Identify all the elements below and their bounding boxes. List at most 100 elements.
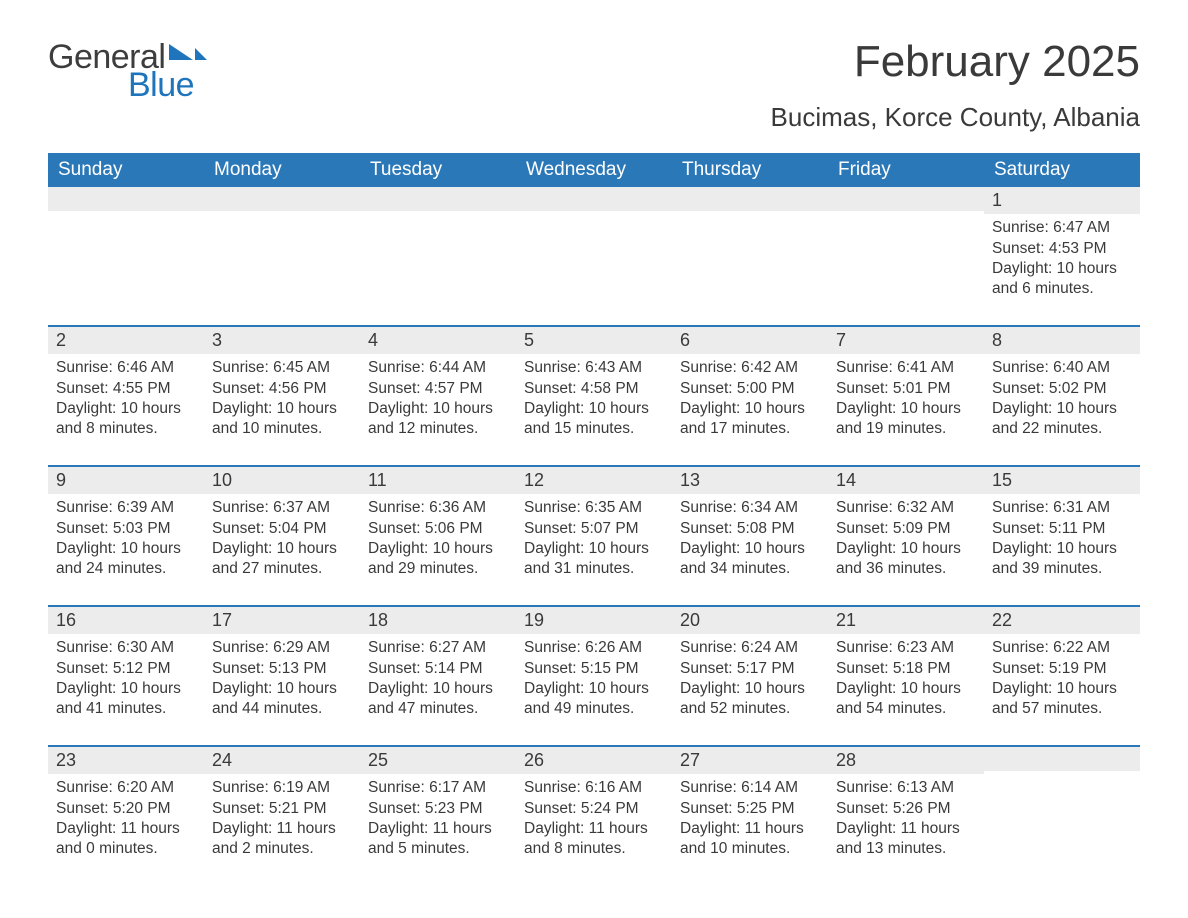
sunset-text: Sunset: 4:53 PM: [992, 239, 1132, 259]
day-number: 7: [828, 327, 984, 354]
dow-thursday: Thursday: [672, 153, 828, 187]
dow-friday: Friday: [828, 153, 984, 187]
daylight-text: Daylight: 10 hours and 47 minutes.: [368, 679, 508, 719]
day-number: 27: [672, 747, 828, 774]
day-body: Sunrise: 6:20 AMSunset: 5:20 PMDaylight:…: [56, 778, 196, 859]
daylight-text: Daylight: 11 hours and 0 minutes.: [56, 819, 196, 859]
day-number: 28: [828, 747, 984, 774]
day-body: Sunrise: 6:36 AMSunset: 5:06 PMDaylight:…: [368, 498, 508, 579]
day-number: 4: [360, 327, 516, 354]
day-cell: 16Sunrise: 6:30 AMSunset: 5:12 PMDayligh…: [48, 607, 204, 733]
sunset-text: Sunset: 5:20 PM: [56, 799, 196, 819]
day-cell: 26Sunrise: 6:16 AMSunset: 5:24 PMDayligh…: [516, 747, 672, 873]
sunset-text: Sunset: 5:03 PM: [56, 519, 196, 539]
day-cell: 5 Sunrise: 6:43 AMSunset: 4:58 PMDaylight…: [516, 327, 672, 453]
day-body: Sunrise: 6:41 AMSunset: 5:01 PMDaylight:…: [836, 358, 976, 439]
day-number: 11: [360, 467, 516, 494]
day-cell: 21Sunrise: 6:23 AMSunset: 5:18 PMDayligh…: [828, 607, 984, 733]
sunrise-text: Sunrise: 6:43 AM: [524, 358, 664, 378]
day-cell: 2 Sunrise: 6:46 AMSunset: 4:55 PMDaylight…: [48, 327, 204, 453]
day-cell: [672, 187, 828, 313]
sunrise-text: Sunrise: 6:47 AM: [992, 218, 1132, 238]
day-cell: [48, 187, 204, 313]
daylight-text: Daylight: 10 hours and 41 minutes.: [56, 679, 196, 719]
sunset-text: Sunset: 5:09 PM: [836, 519, 976, 539]
flag-icon: [169, 44, 207, 68]
day-number: 22: [984, 607, 1140, 634]
day-cell: 19Sunrise: 6:26 AMSunset: 5:15 PMDayligh…: [516, 607, 672, 733]
day-body: Sunrise: 6:43 AMSunset: 4:58 PMDaylight:…: [524, 358, 664, 439]
daylight-text: Daylight: 10 hours and 19 minutes.: [836, 399, 976, 439]
day-body: Sunrise: 6:44 AMSunset: 4:57 PMDaylight:…: [368, 358, 508, 439]
month-title: February 2025: [771, 40, 1140, 84]
sunset-text: Sunset: 5:11 PM: [992, 519, 1132, 539]
sunset-text: Sunset: 4:55 PM: [56, 379, 196, 399]
day-number: 14: [828, 467, 984, 494]
logo-text-blue: Blue: [128, 68, 207, 102]
day-body: Sunrise: 6:13 AMSunset: 5:26 PMDaylight:…: [836, 778, 976, 859]
sunset-text: Sunset: 5:07 PM: [524, 519, 664, 539]
sunset-text: Sunset: 5:06 PM: [368, 519, 508, 539]
day-cell: 28 Sunrise: 6:13 AMSunset: 5:26 PMDayligh…: [828, 747, 984, 873]
sunrise-text: Sunrise: 6:46 AM: [56, 358, 196, 378]
day-number: [360, 187, 516, 211]
day-number: 24: [204, 747, 360, 774]
day-number: 13: [672, 467, 828, 494]
day-body: Sunrise: 6:23 AMSunset: 5:18 PMDaylight:…: [836, 638, 976, 719]
day-body: Sunrise: 6:17 AMSunset: 5:23 PMDaylight:…: [368, 778, 508, 859]
day-cell: 3Sunrise: 6:45 AMSunset: 4:56 PMDaylight…: [204, 327, 360, 453]
day-number: 5: [516, 327, 672, 354]
day-cell: 14 Sunrise: 6:32 AMSunset: 5:09 PMDayligh…: [828, 467, 984, 593]
daylight-text: Daylight: 10 hours and 22 minutes.: [992, 399, 1132, 439]
daylight-text: Daylight: 10 hours and 36 minutes.: [836, 539, 976, 579]
daylight-text: Daylight: 11 hours and 10 minutes.: [680, 819, 820, 859]
day-cell: 12Sunrise: 6:35 AMSunset: 5:07 PMDayligh…: [516, 467, 672, 593]
sunset-text: Sunset: 5:08 PM: [680, 519, 820, 539]
sunrise-text: Sunrise: 6:26 AM: [524, 638, 664, 658]
sunrise-text: Sunrise: 6:14 AM: [680, 778, 820, 798]
day-number: 23: [48, 747, 204, 774]
sunrise-text: Sunrise: 6:39 AM: [56, 498, 196, 518]
day-cell: 8Sunrise: 6:40 AMSunset: 5:02 PMDaylight…: [984, 327, 1140, 453]
day-body: Sunrise: 6:31 AMSunset: 5:11 PMDaylight:…: [992, 498, 1132, 579]
day-body: Sunrise: 6:34 AMSunset: 5:08 PMDaylight:…: [680, 498, 820, 579]
day-cell: 7 Sunrise: 6:41 AMSunset: 5:01 PMDaylight…: [828, 327, 984, 453]
sunset-text: Sunset: 5:26 PM: [836, 799, 976, 819]
sunrise-text: Sunrise: 6:20 AM: [56, 778, 196, 798]
day-number: 3: [204, 327, 360, 354]
day-number: 15: [984, 467, 1140, 494]
day-body: Sunrise: 6:30 AMSunset: 5:12 PMDaylight:…: [56, 638, 196, 719]
sunset-text: Sunset: 5:13 PM: [212, 659, 352, 679]
day-body: Sunrise: 6:32 AMSunset: 5:09 PMDaylight:…: [836, 498, 976, 579]
sunset-text: Sunset: 5:04 PM: [212, 519, 352, 539]
day-number: [672, 187, 828, 211]
day-body: Sunrise: 6:39 AMSunset: 5:03 PMDaylight:…: [56, 498, 196, 579]
day-number: [204, 187, 360, 211]
day-cell: 20Sunrise: 6:24 AMSunset: 5:17 PMDayligh…: [672, 607, 828, 733]
daylight-text: Daylight: 10 hours and 31 minutes.: [524, 539, 664, 579]
day-cell: 23 Sunrise: 6:20 AMSunset: 5:20 PMDayligh…: [48, 747, 204, 873]
day-cell: 6Sunrise: 6:42 AMSunset: 5:00 PMDaylight…: [672, 327, 828, 453]
header: General Blue February 2025 Bucimas, Korc…: [48, 40, 1140, 133]
sunrise-text: Sunrise: 6:35 AM: [524, 498, 664, 518]
day-number: 9: [48, 467, 204, 494]
week-row: 16Sunrise: 6:30 AMSunset: 5:12 PMDayligh…: [48, 605, 1140, 733]
daylight-text: Daylight: 10 hours and 44 minutes.: [212, 679, 352, 719]
day-body: Sunrise: 6:46 AMSunset: 4:55 PMDaylight:…: [56, 358, 196, 439]
day-cell: [984, 747, 1140, 873]
day-number: 26: [516, 747, 672, 774]
day-number: 1: [984, 187, 1140, 214]
dow-tuesday: Tuesday: [360, 153, 516, 187]
sunset-text: Sunset: 5:23 PM: [368, 799, 508, 819]
day-cell: 24Sunrise: 6:19 AMSunset: 5:21 PMDayligh…: [204, 747, 360, 873]
sunset-text: Sunset: 5:02 PM: [992, 379, 1132, 399]
day-body: Sunrise: 6:29 AMSunset: 5:13 PMDaylight:…: [212, 638, 352, 719]
day-number: [828, 187, 984, 211]
day-cell: 15 Sunrise: 6:31 AMSunset: 5:11 PMDayligh…: [984, 467, 1140, 593]
daylight-text: Daylight: 10 hours and 15 minutes.: [524, 399, 664, 439]
day-cell: 9 Sunrise: 6:39 AMSunset: 5:03 PMDaylight…: [48, 467, 204, 593]
sunset-text: Sunset: 5:14 PM: [368, 659, 508, 679]
day-cell: 18Sunrise: 6:27 AMSunset: 5:14 PMDayligh…: [360, 607, 516, 733]
location: Bucimas, Korce County, Albania: [771, 102, 1140, 133]
day-number: 2: [48, 327, 204, 354]
